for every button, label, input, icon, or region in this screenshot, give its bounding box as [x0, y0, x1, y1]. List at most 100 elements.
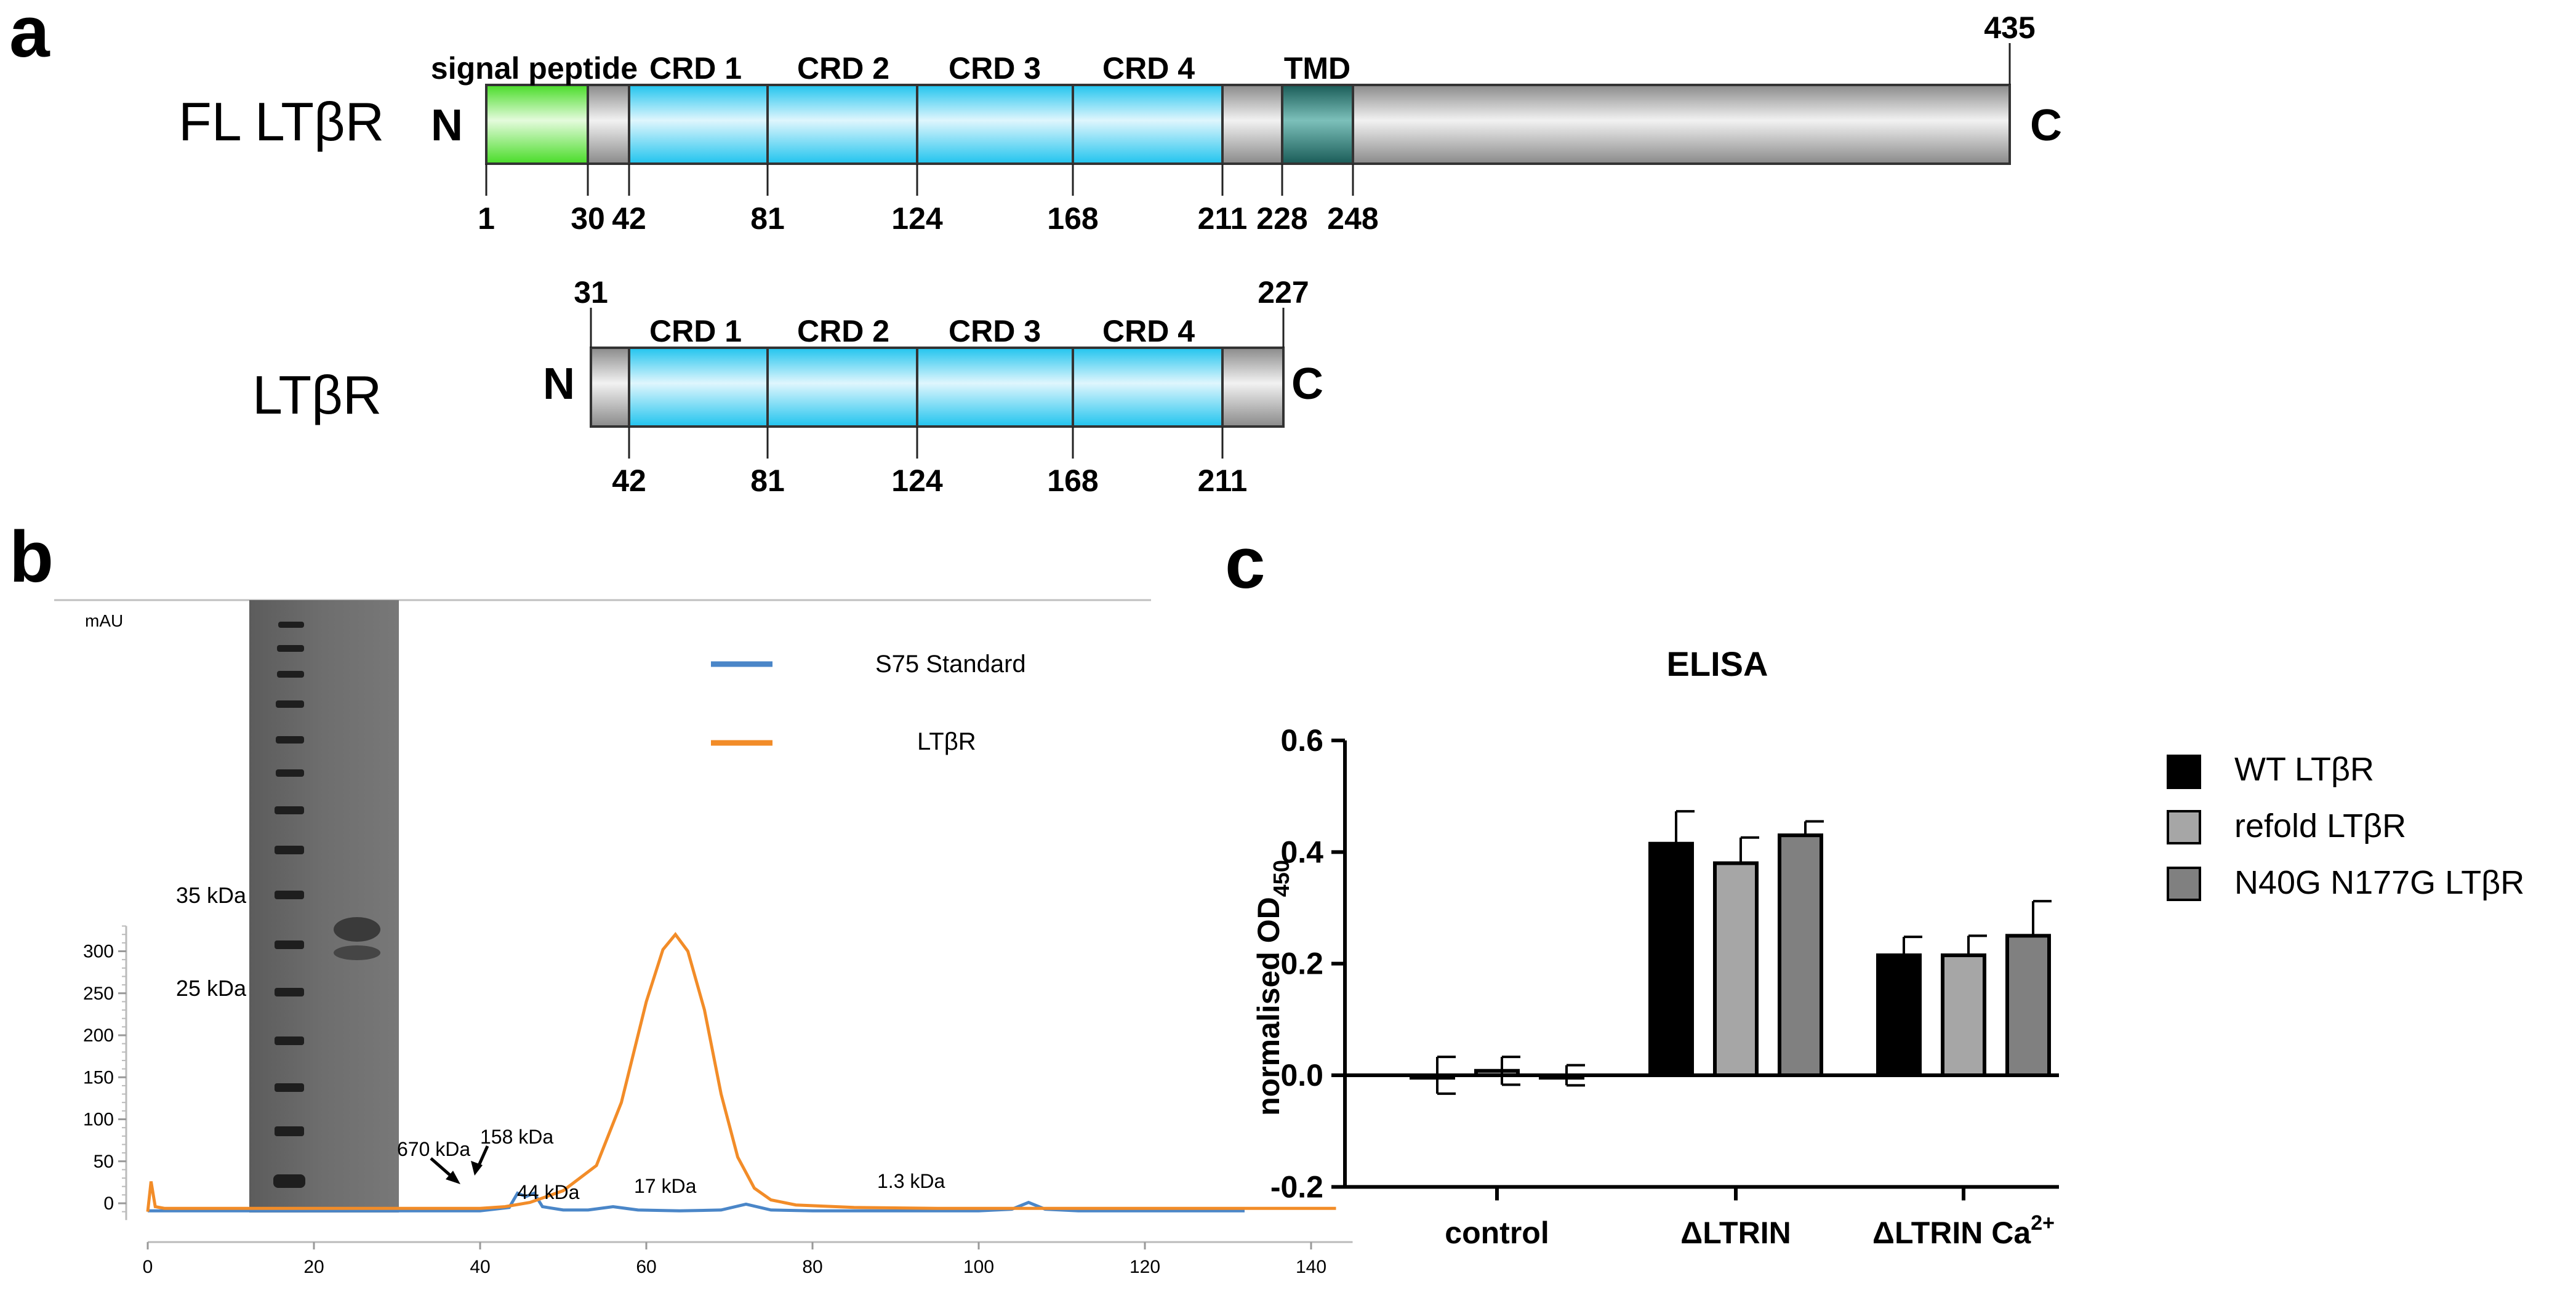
legend-swatch-wt — [2167, 755, 2201, 789]
sds-page-gel-image — [249, 600, 399, 1213]
elisa-y-tick-label: -0.2 — [1270, 1169, 1323, 1204]
fl-domain-bar — [485, 84, 2011, 165]
bar-wt-lt-r-2 — [1876, 953, 1922, 1077]
legend-label-ltbr: LTβR — [917, 728, 976, 755]
ecd-pos-211: 211 — [1198, 463, 1248, 498]
bar-refold-lt-r-2 — [1941, 953, 1986, 1077]
ecd-label-crd3: CRD 3 — [949, 314, 1041, 348]
category-label-deltaltrin-ca: ΔLTRIN Ca2+ — [1872, 1211, 2055, 1250]
category-label-control: control — [1445, 1216, 1549, 1250]
fl-end-label: 435 — [1984, 10, 2035, 45]
bar-n40g-n177g-lt-r-2 — [2005, 934, 2051, 1078]
elisa-bar-chart: -0.2 0.0 0.2 0.4 0.6 — [1270, 723, 2059, 1204]
gel-marker-35kda: 35 kDa — [176, 883, 247, 908]
peak-label-670kda: 670 kDa — [397, 1138, 470, 1160]
bar-n40g-n177g-lt-r-1 — [1778, 833, 1823, 1077]
elisa-y-axis-label: normalised OD450 — [1251, 860, 1294, 1116]
chromatogram-x-tick-label: 40 — [470, 1257, 490, 1277]
fl-label-tmd: TMD — [1284, 51, 1350, 86]
fl-pos-81: 81 — [750, 201, 785, 236]
chromatogram-axes: 0 20 40 60 80 100 120 140 0 50 100 150 200 250 300 — [83, 925, 1353, 1277]
legend-swatch-n40g — [2167, 867, 2201, 901]
legend-label-wt: WT LTβR — [2234, 751, 2374, 788]
chromatogram-y-tick-label: 300 — [83, 942, 114, 962]
peak-label-1-3kda: 1.3 kDa — [877, 1170, 945, 1192]
bar-wt-lt-r-1 — [1648, 841, 1694, 1077]
ecd-crd3-segment — [916, 347, 1074, 428]
fl-crd2-segment — [766, 84, 918, 165]
elisa-y-tick-label: 0.2 — [1280, 947, 1323, 981]
chromatogram-x-tick-label: 140 — [1296, 1257, 1326, 1277]
legend-label-n40g: N40G N177G LTβR — [2234, 864, 2524, 901]
elisa-y-tick-label: 0.6 — [1280, 723, 1323, 758]
ecd-n-terminus: N — [543, 359, 575, 409]
ecd-pos-81: 81 — [750, 463, 785, 498]
fl-pos-168: 168 — [1047, 201, 1098, 236]
fl-pos-30: 30 — [571, 201, 605, 236]
fl-pos-124: 124 — [891, 201, 943, 236]
fl-tmd-segment — [1281, 84, 1354, 165]
ecd-label-crd1: CRD 1 — [649, 314, 742, 348]
bar-refold-lt-r-0 — [1474, 1068, 1520, 1078]
fl-label-crd1: CRD 1 — [649, 51, 742, 86]
panel-label-b: b — [9, 516, 54, 598]
fl-crd4-segment — [1072, 84, 1224, 165]
elisa-y-tick-label: 0.4 — [1280, 835, 1323, 869]
fl-c-terminus: C — [2030, 101, 2062, 150]
ecd-end-label: 227 — [1258, 275, 1309, 310]
legend-label-refold: refold LTβR — [2234, 808, 2406, 844]
chromatogram-y-tick-label: 150 — [83, 1067, 114, 1088]
fl-n-terminus: N — [431, 101, 463, 150]
category-label-deltaltrin: ΔLTRIN — [1680, 1216, 1791, 1250]
elisa-title: ELISA — [1667, 644, 1768, 683]
chromatogram-x-tick-label: 0 — [143, 1257, 153, 1277]
ecd-construct-name: LTβR — [252, 364, 382, 425]
series-line-ltbr — [146, 932, 1336, 1212]
chromatogram-x-tick-label: 100 — [963, 1257, 994, 1277]
chromatogram-x-tick-label: 80 — [802, 1257, 822, 1277]
chromatogram-y-tick-label: 250 — [83, 984, 114, 1004]
fl-pos-42: 42 — [612, 201, 646, 236]
series-line-s75-standard — [148, 1191, 1245, 1213]
fl-crd1-segment — [628, 84, 769, 165]
ecd-pos-42: 42 — [612, 463, 646, 498]
arrowhead-670kda — [446, 1171, 460, 1184]
chromatogram-x-tick-label: 120 — [1130, 1257, 1160, 1277]
ecd-label-crd2: CRD 2 — [797, 314, 889, 348]
fl-pos-248: 248 — [1327, 201, 1378, 236]
fl-construct-name: FL LTβR — [179, 91, 384, 152]
ecd-crd1-segment — [628, 347, 769, 428]
peak-label-158kda: 158 kDa — [480, 1126, 553, 1148]
chromatogram-y-tick-label: 50 — [94, 1152, 114, 1172]
fl-label-crd2: CRD 2 — [797, 51, 889, 86]
fl-crd3-segment — [916, 84, 1074, 165]
fl-pos-211: 211 — [1198, 201, 1248, 236]
ecd-label-crd4: CRD 4 — [1102, 314, 1195, 348]
chromatogram-x-tick-label: 20 — [303, 1257, 324, 1277]
ecd-c-terminus: C — [1291, 359, 1323, 409]
bar-n40g-n177g-lt-r-0 — [1539, 1073, 1584, 1080]
fl-pos-228: 228 — [1256, 201, 1307, 236]
chromatogram-chart: 0 20 40 60 80 100 120 140 0 50 100 150 200 250 300 — [83, 925, 1353, 1277]
panel-label-a: a — [9, 0, 50, 73]
panel-label-c: c — [1225, 523, 1266, 604]
fl-pos-1: 1 — [478, 201, 495, 236]
ecd-domain-bar — [590, 347, 1285, 428]
fl-label-crd4: CRD 4 — [1102, 51, 1195, 86]
ecd-crd4-segment — [1072, 347, 1224, 428]
fl-label-crd3: CRD 3 — [949, 51, 1041, 86]
gel-marker-25kda: 25 kDa — [176, 976, 247, 1001]
fl-signal-peptide-segment — [485, 84, 589, 165]
ecd-pos-124: 124 — [891, 463, 943, 498]
elisa-y-tick-label: 0.0 — [1280, 1058, 1323, 1093]
ecd-start-label: 31 — [574, 275, 608, 310]
legend-label-s75: S75 Standard — [875, 651, 1026, 678]
peak-label-17kda: 17 kDa — [634, 1175, 697, 1197]
bar-refold-lt-r-1 — [1713, 861, 1759, 1077]
chromatogram-y-tick-label: 200 — [83, 1025, 114, 1046]
chromatogram-x-tick-label: 60 — [636, 1257, 656, 1277]
bar-wt-lt-r-0 — [1410, 1073, 1455, 1080]
fl-label-signal-peptide: signal peptide — [431, 51, 638, 86]
legend-swatch-refold — [2167, 810, 2201, 844]
peak-label-44kda: 44 kDa — [517, 1181, 580, 1203]
